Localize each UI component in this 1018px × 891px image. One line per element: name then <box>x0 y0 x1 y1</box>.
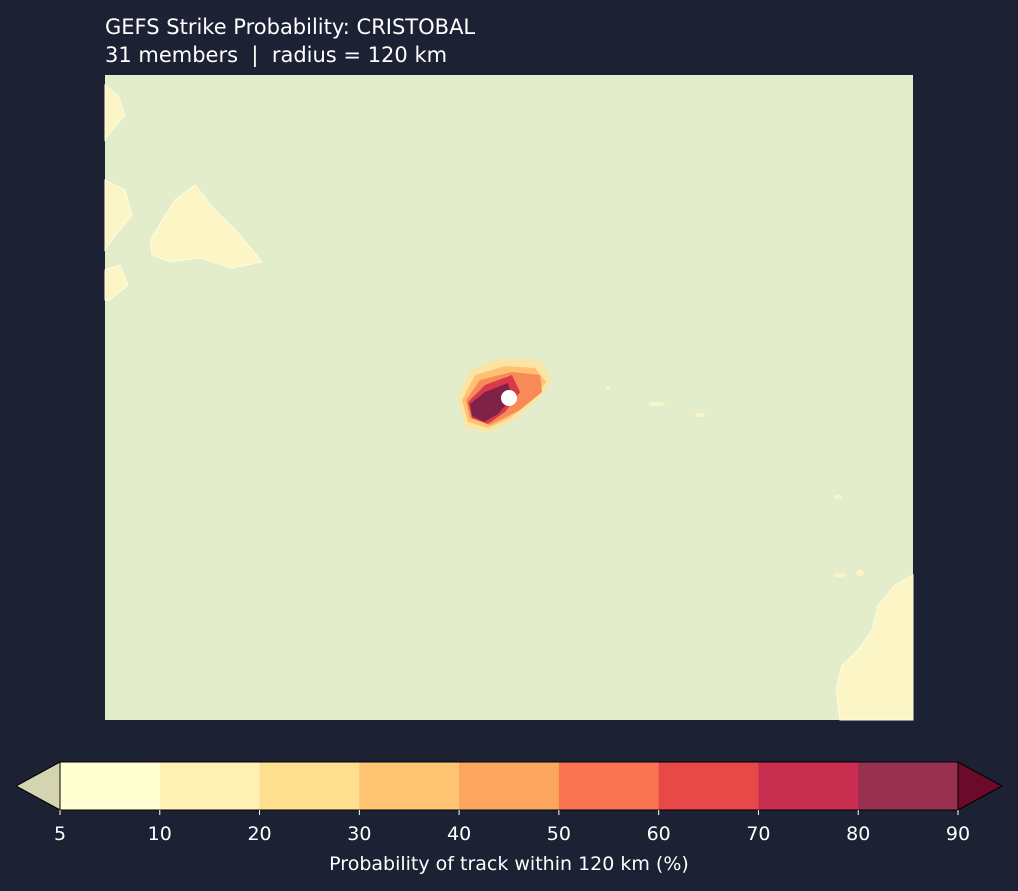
land-northwest <box>104 83 263 301</box>
colorbar-segment <box>359 762 460 810</box>
colorbar-tick-label: 60 <box>647 823 671 845</box>
colorbar-tick-label: 10 <box>148 823 172 845</box>
colorbar-segment <box>459 762 560 810</box>
land-southeast <box>835 574 914 721</box>
colorbar-segment <box>60 762 161 810</box>
colorbar-tick-label: 40 <box>447 823 471 845</box>
storm-position <box>501 390 517 406</box>
colorbar-tick-label: 80 <box>846 823 870 845</box>
colorbar-label: Probability of track within 120 km (%) <box>329 853 689 875</box>
colorbar-tick-label: 90 <box>946 823 970 845</box>
title: GEFS Strike Probability: CRISTOBAL <box>105 15 475 39</box>
colorbar-tick-label: 70 <box>746 823 770 845</box>
colorbar-segment <box>558 762 660 810</box>
colorbar-segment <box>159 762 261 810</box>
colorbar-tick-label: 50 <box>547 823 571 845</box>
colorbar-tick-label: 5 <box>54 823 66 845</box>
colorbar-tick-label: 30 <box>347 823 371 845</box>
colorbar-frame <box>59 761 959 811</box>
colorbar-segment <box>758 762 859 810</box>
subtitle: 31 members | radius = 120 km <box>105 43 447 68</box>
colorbar-segment <box>658 762 759 810</box>
colorbar-segment <box>259 762 360 810</box>
map <box>104 75 914 721</box>
colorbar-tick-label: 20 <box>247 823 271 845</box>
islands <box>606 386 864 577</box>
colorbar: 5 10 20 30 40 50 60 70 80 90 <box>14 761 1004 845</box>
colorbar-segment <box>858 762 959 810</box>
